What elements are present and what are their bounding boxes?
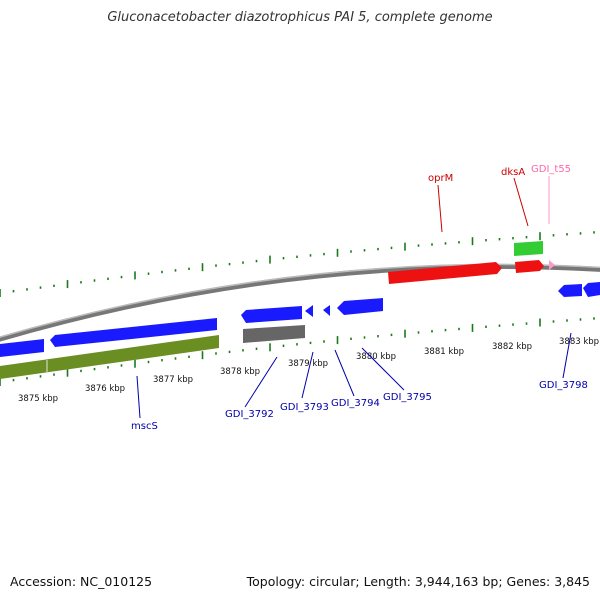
- scale-label-3875: 3875 kbp: [18, 394, 58, 404]
- scale-label-3876: 3876 kbp: [85, 384, 125, 394]
- gene-label-GDI_3792: GDI_3792: [225, 409, 274, 420]
- gene-GDI_3792: [241, 306, 302, 323]
- accession-text: Accession: NC_010125: [10, 574, 153, 589]
- gene-labels: oprM dksA GDI_t55 mscS GDI_3792 GDI_3793…: [131, 164, 588, 432]
- scale-label-3882: 3882 kbp: [492, 342, 532, 352]
- outer-tick-track: [0, 231, 595, 297]
- gene-label-GDI_3798: GDI_3798: [539, 380, 588, 391]
- gene-label-GDI_t55: GDI_t55: [531, 164, 571, 175]
- gene-label-GDI_3795: GDI_3795: [383, 392, 432, 403]
- scale-label-3880: 3880 kbp: [356, 352, 396, 362]
- gene-label-GDI_3793: GDI_3793: [280, 402, 329, 413]
- label-connectors: [136, 176, 572, 419]
- scale-label-3877: 3877 kbp: [153, 375, 193, 385]
- gene-label-mscS: mscS: [131, 421, 158, 432]
- inner-tick-track: [0, 317, 595, 386]
- gene-GDI_3794: [323, 305, 330, 316]
- gene-GDI_t55: [549, 260, 555, 270]
- scale-label-3883: 3883 kbp: [559, 337, 599, 347]
- gene-mscS-cds: [0, 335, 219, 379]
- rrna-feature: [514, 241, 543, 256]
- gene-oprM: [388, 262, 502, 284]
- forward-features: [388, 241, 555, 284]
- scale-labels: 3875 kbp 3876 kbp 3877 kbp 3878 kbp 3879…: [18, 337, 599, 404]
- gene-GDI_3793: [305, 305, 313, 317]
- gene-reverse-1: [0, 339, 44, 357]
- gene-label-oprM: oprM: [428, 173, 453, 184]
- gene-reverse-end: [583, 282, 600, 297]
- gene-label-dksA: dksA: [501, 167, 525, 178]
- gene-GDI_3798: [558, 284, 582, 297]
- topology-text: Topology: circular; Length: 3,944,163 bp…: [246, 574, 590, 589]
- gene-reverse-2: [50, 318, 217, 347]
- map-title: Gluconacetobacter diazotrophicus PAI 5, …: [107, 10, 493, 25]
- gene-dksA: [515, 260, 544, 273]
- other-features: [0, 325, 305, 379]
- pseudogene-feature: [243, 325, 305, 343]
- gene-GDI_3795: [337, 298, 383, 315]
- scale-label-3879: 3879 kbp: [288, 359, 328, 369]
- scale-label-3881: 3881 kbp: [424, 347, 464, 357]
- scale-label-3878: 3878 kbp: [220, 367, 260, 377]
- gene-label-GDI_3794: GDI_3794: [331, 398, 380, 409]
- reverse-features: [0, 282, 600, 357]
